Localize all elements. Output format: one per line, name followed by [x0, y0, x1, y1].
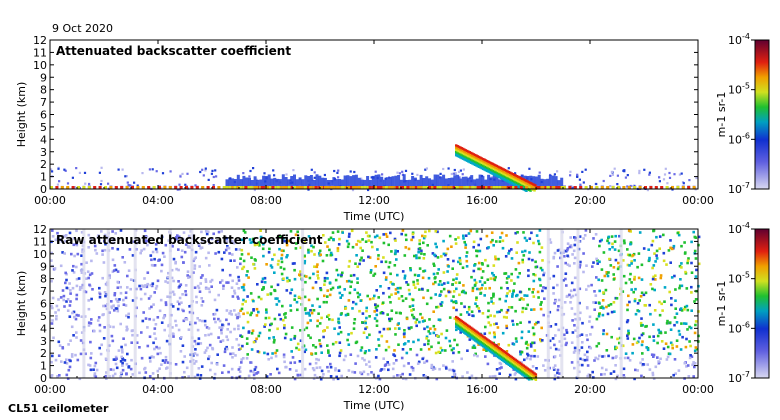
y-tick-label: 12 [33, 34, 47, 47]
colorbar-tick-label: 10-4 [728, 32, 750, 47]
colorbar-units-label: m-1 sr-1 [715, 92, 728, 138]
colorbar-tick-label: 10-4 [728, 221, 750, 236]
x-tick-label: 12:00 [358, 194, 390, 207]
x-tick-label: 08:00 [250, 383, 282, 396]
y-tick-label: 9 [40, 260, 47, 273]
colorbar-tick-label: 10-5 [728, 271, 750, 286]
y-tick-label: 4 [40, 322, 47, 335]
colorbar-tick-label: 10-6 [728, 320, 750, 335]
y-tick-label: 10 [33, 59, 47, 72]
colorbar-tick-label: 10-5 [728, 82, 750, 97]
colorbar-units-label: m-1 sr-1 [715, 281, 728, 327]
y-tick-label: 8 [40, 273, 47, 286]
y-axis-label: Height (km) [15, 82, 28, 148]
y-tick-label: 9 [40, 71, 47, 84]
y-tick-label: 8 [40, 84, 47, 97]
y-tick-label: 11 [33, 235, 47, 248]
y-axis-label: Height (km) [15, 271, 28, 337]
plot-area [50, 40, 698, 189]
x-tick-label: 04:00 [142, 194, 174, 207]
y-tick-label: 3 [40, 146, 47, 159]
y-tick-label: 11 [33, 46, 47, 59]
x-tick-label: 08:00 [250, 194, 282, 207]
y-tick-label: 6 [40, 109, 47, 122]
date-label: 9 Oct 2020 [52, 22, 113, 35]
y-tick-label: 1 [40, 171, 47, 184]
y-tick-label: 3 [40, 335, 47, 348]
y-tick-label: 10 [33, 248, 47, 261]
y-tick-label: 2 [40, 158, 47, 171]
y-tick-label: 0 [40, 183, 47, 196]
colorbar-tick-label: 10-7 [728, 181, 750, 196]
y-tick-label: 12 [33, 223, 47, 236]
instrument-label: CL51 ceilometer [8, 402, 109, 415]
heatmap-texture [50, 229, 701, 381]
x-tick-label: 12:00 [358, 383, 390, 396]
x-tick-label: 20:00 [574, 383, 606, 396]
y-tick-label: 7 [40, 96, 47, 109]
y-tick-label: 4 [40, 133, 47, 146]
colorbar-gradient [754, 39, 770, 190]
colorbar: 10-7 10-6 10-5 10-4 m-1 sr-1 [715, 32, 770, 196]
colorbar-tick-label: 10-6 [728, 131, 750, 146]
colorbar-tick-label: 10-7 [728, 370, 750, 385]
colorbar-gradient [754, 228, 770, 379]
x-tick-label: 16:00 [466, 383, 498, 396]
heatmap-texture [50, 144, 698, 192]
x-tick-label: 04:00 [142, 383, 174, 396]
colorbar: 10-7 10-6 10-5 10-4 m-1 sr-1 [715, 221, 770, 385]
y-tick-label: 7 [40, 285, 47, 298]
y-tick-label: 2 [40, 347, 47, 360]
x-tick-label: 00:00 [34, 383, 66, 396]
y-tick-label: 5 [40, 310, 47, 323]
x-tick-label: 00:00 [682, 383, 714, 396]
panel-title: Raw attenuated backscatter coefficient [56, 233, 323, 247]
y-tick-label: 1 [40, 360, 47, 373]
x-axis-label: Time (UTC) [343, 210, 405, 223]
x-tick-label: 20:00 [574, 194, 606, 207]
x-tick-label: 00:00 [34, 194, 66, 207]
y-tick-label: 6 [40, 298, 47, 311]
x-tick-label: 16:00 [466, 194, 498, 207]
x-tick-label: 00:00 [682, 194, 714, 207]
x-axis-label: Time (UTC) [343, 399, 405, 412]
y-tick-label: 5 [40, 121, 47, 134]
panel-title: Attenuated backscatter coefficient [56, 44, 291, 58]
y-tick-label: 0 [40, 372, 47, 385]
